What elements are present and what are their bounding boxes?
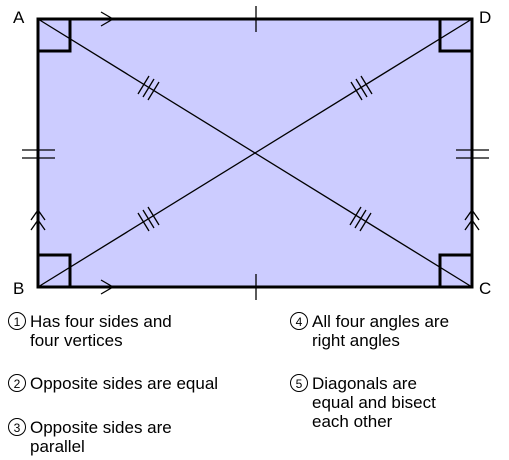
property-text-1: Has four sides and four vertices bbox=[30, 312, 172, 350]
property-5: 5 Diagonals are equal and bisect each ot… bbox=[290, 374, 436, 431]
triple-tick-upper-left bbox=[137, 75, 160, 101]
property-number-1: 1 bbox=[8, 312, 26, 330]
double-tick-right bbox=[456, 149, 489, 159]
triple-tick-upper-right bbox=[350, 75, 373, 101]
property-number-5: 5 bbox=[290, 374, 308, 392]
vertex-label-a: A bbox=[13, 8, 25, 27]
vertex-label-b: B bbox=[13, 279, 25, 298]
property-3: 3 Opposite sides are parallel bbox=[8, 418, 172, 456]
property-text-5: Diagonals are equal and bisect each othe… bbox=[312, 374, 436, 431]
parallel-arrow-left bbox=[30, 208, 46, 231]
triple-tick-lower-right bbox=[349, 206, 372, 232]
right-angle-a bbox=[38, 19, 72, 53]
property-number-3: 3 bbox=[8, 418, 26, 436]
property-text-4: All four angles are right angles bbox=[312, 312, 450, 350]
double-tick-left bbox=[22, 149, 55, 159]
property-text-2: Opposite sides are equal bbox=[30, 374, 219, 393]
vertex-label-d: D bbox=[479, 8, 492, 27]
vertex-label-c: C bbox=[479, 279, 492, 298]
parallel-arrow-bottom bbox=[100, 279, 115, 295]
property-1: 1 Has four sides and four vertices bbox=[8, 312, 172, 350]
property-2: 2 Opposite sides are equal bbox=[8, 374, 218, 393]
right-angle-d bbox=[438, 19, 472, 53]
diagonal-bd bbox=[37, 18, 473, 288]
property-number-2: 2 bbox=[8, 374, 26, 392]
parallel-arrow-right bbox=[464, 208, 480, 231]
property-4: 4 All four angles are right angles bbox=[290, 312, 449, 350]
right-angle-b bbox=[38, 253, 72, 287]
parallel-arrow-top bbox=[100, 11, 115, 27]
triple-tick-lower-left bbox=[137, 206, 160, 232]
rectangle-diagram bbox=[22, 6, 489, 300]
right-angle-c bbox=[438, 253, 472, 287]
property-text-3: Opposite sides are parallel bbox=[30, 418, 172, 456]
property-number-4: 4 bbox=[290, 312, 308, 330]
